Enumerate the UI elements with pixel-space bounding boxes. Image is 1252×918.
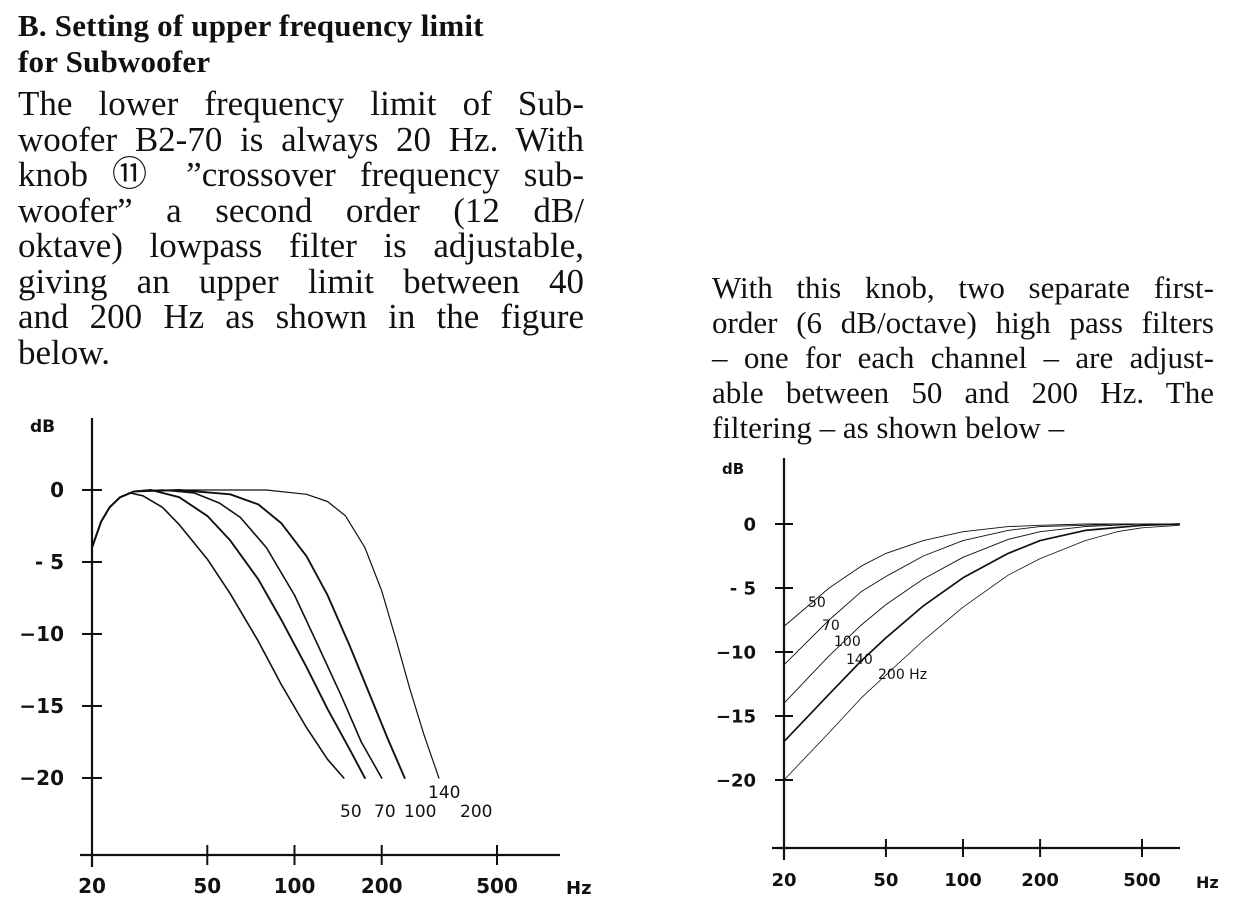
x-tick-label: 100: [274, 874, 316, 898]
response-curve-100: [783, 523, 1180, 704]
left-paragraph-line: woofer” a second order (12 dB/: [18, 190, 584, 230]
subwoofer-description: The lower frequency limit of Sub- woofer…: [18, 86, 584, 370]
x-tick-label: 20: [771, 870, 796, 891]
x-tick-label: 200: [1021, 870, 1059, 891]
x-tick-label: 50: [193, 874, 221, 898]
y-tick-label: −10: [19, 622, 64, 646]
curve-label: 200: [460, 802, 492, 822]
curve-label: 50: [340, 802, 362, 822]
x-axis-label: Hz: [566, 878, 592, 899]
left-paragraph-line: The lower frequency limit of Sub-: [18, 84, 584, 123]
left-paragraph-line: below.: [18, 332, 111, 372]
y-tick-label: 0: [743, 514, 756, 535]
x-tick-label: 50: [873, 870, 898, 891]
curve-label: 100: [404, 802, 436, 822]
curve-label: 200 Hz: [878, 667, 927, 683]
left-paragraph-line: knob ⑪ ”crossover frequency sub-: [18, 155, 584, 194]
right-paragraph-line: filtering – as shown below –: [712, 410, 1065, 445]
curve-label: 100: [834, 634, 861, 650]
heading-line-1: B. Setting of upper frequency limit: [18, 8, 484, 43]
x-tick-label: 20: [78, 874, 106, 898]
x-axis-label: Hz: [1196, 873, 1219, 892]
x-tick-label: 500: [1123, 870, 1161, 891]
heading-line-2: for Subwoofer: [18, 44, 211, 79]
right-paragraph-line: order (6 dB/octave) high pass filters: [712, 305, 1214, 340]
curve-label: 140: [846, 652, 873, 668]
y-tick-label: −20: [716, 770, 756, 791]
y-tick-label: - 5: [730, 578, 756, 599]
left-paragraph-line: giving an upper limit between 40: [18, 261, 584, 301]
x-tick-label: 200: [361, 874, 403, 898]
curve-label: 50: [808, 595, 826, 611]
y-tick-label: −15: [19, 694, 64, 718]
left-paragraph-line: woofer B2-70 is always 20 Hz. With: [18, 119, 584, 159]
section-heading: B. Setting of upper frequency limit for …: [18, 8, 598, 80]
response-curve-70: [783, 523, 1180, 666]
curve-label: 70: [822, 618, 840, 634]
x-tick-label: 500: [476, 874, 518, 898]
right-paragraph-line: With this knob, two separate first-: [712, 270, 1214, 305]
y-tick-label: −10: [716, 642, 756, 663]
x-tick-label: 100: [944, 870, 982, 891]
response-curve-140: [783, 523, 1181, 743]
right-paragraph-line: able between 50 and 200 Hz. The: [712, 375, 1214, 410]
response-curve-50: [783, 523, 1180, 627]
curve-label: 70: [374, 802, 396, 822]
y-tick-label: 0: [50, 478, 64, 502]
curve-label: 140: [428, 783, 460, 803]
y-tick-label: - 5: [35, 550, 64, 574]
left-paragraph-line: oktave) lowpass filter is adjustable,: [18, 226, 584, 265]
y-tick-label: −20: [19, 766, 64, 790]
highpass-description: With this knob, two separate first- orde…: [712, 270, 1214, 445]
left-paragraph-line: and 200 Hz as shown in the figure: [18, 297, 584, 336]
right-paragraph-line: – one for each channel – are adjust-: [712, 340, 1214, 375]
response-curve-200: [91, 489, 440, 779]
y-axis-label: dB: [722, 460, 744, 478]
y-tick-label: −15: [716, 706, 756, 727]
response-curve-200-hz: [783, 524, 1180, 781]
y-axis-label: dB: [30, 417, 55, 437]
